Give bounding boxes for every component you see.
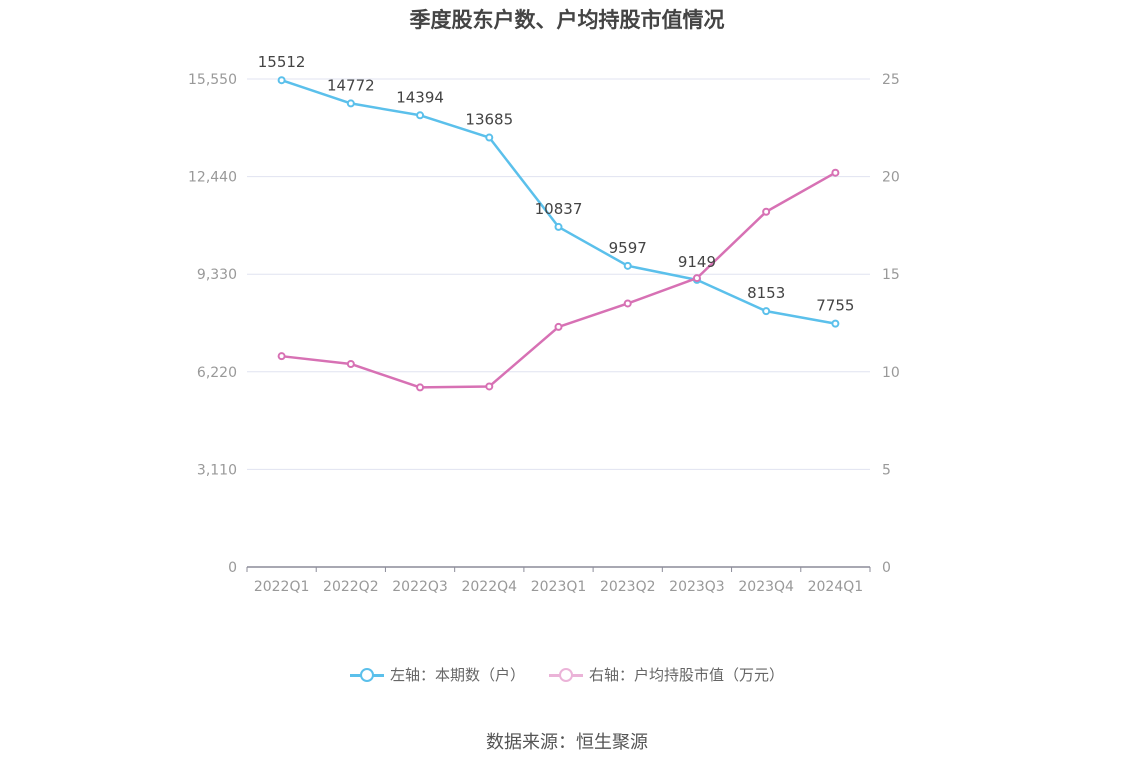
- data-label: 14772: [327, 76, 375, 94]
- y-right-tick-label: 25: [882, 72, 900, 88]
- y-left-tick-label: 0: [228, 560, 237, 576]
- data-label: 15512: [258, 53, 306, 71]
- data-point-right: [692, 274, 701, 283]
- legend-marker-circle-icon: [349, 665, 384, 685]
- data-point-left: [762, 307, 771, 316]
- data-point-left: [346, 99, 355, 108]
- data-label: 9149: [678, 253, 716, 271]
- data-label: 13685: [465, 111, 513, 129]
- data-point-right: [831, 168, 840, 177]
- x-tick-label: 2023Q3: [669, 579, 725, 595]
- y-right-tick-label: 0: [882, 560, 891, 576]
- data-point-left: [831, 319, 840, 328]
- x-tick-label: 2022Q1: [254, 579, 310, 595]
- data-point-right: [623, 299, 632, 308]
- data-point-right: [416, 383, 425, 392]
- grid-lines: [247, 78, 870, 470]
- data-point-left: [485, 133, 494, 142]
- x-tick-label: 2022Q4: [461, 579, 517, 595]
- data-point-left: [554, 222, 563, 231]
- x-tick-label: 2022Q2: [323, 579, 379, 595]
- y-right-tick-label: 5: [882, 462, 891, 478]
- y-left-tick-label: 6,220: [197, 365, 237, 381]
- y-right-tick-label: 15: [882, 267, 900, 283]
- source-note: 数据来源：恒生聚源: [486, 732, 648, 753]
- axes: 0 0 3,110 5 6,220 10 9,330 15 12,440 20 15,550 25 20…: [188, 72, 900, 595]
- data-labels: 15512 14772 14394 13685 10837 9597 9149 8153 775…: [258, 53, 855, 314]
- data-point-right: [762, 207, 771, 216]
- legend-marker-circle-icon: [549, 665, 583, 685]
- data-point-right: [346, 359, 355, 368]
- y-right-tick-label: 20: [882, 170, 900, 186]
- y-left-tick-label: 9,330: [197, 267, 237, 283]
- chart-title: 季度股东户数、户均持股市值情况: [409, 8, 725, 32]
- data-label: 10837: [535, 200, 583, 218]
- x-tick-label: 2024Q1: [808, 579, 864, 595]
- data-point-left: [277, 76, 286, 85]
- data-point-right: [485, 382, 494, 391]
- legend-label: 右轴：户均持股市值（万元）: [589, 666, 785, 684]
- series: [277, 76, 840, 392]
- data-label: 9597: [609, 239, 647, 257]
- x-tick-label: 2022Q3: [392, 579, 448, 595]
- data-label: 14394: [396, 88, 444, 106]
- legend: 左轴：本期数（户） 右轴：户均持股市值（万元）: [0, 664, 1134, 685]
- data-point-right: [554, 322, 563, 331]
- y-left-tick-label: 12,440: [188, 170, 237, 186]
- legend-label: 左轴：本期数（户）: [389, 666, 525, 684]
- legend-item-left-axis[interactable]: 左轴：本期数（户）: [349, 664, 525, 685]
- x-tick-label: 2023Q2: [600, 579, 656, 595]
- y-right-tick-label: 10: [882, 365, 900, 381]
- data-point-left: [623, 261, 632, 270]
- legend-item-right-axis[interactable]: 右轴：户均持股市值（万元）: [549, 664, 784, 685]
- x-tick-label: 2023Q1: [531, 579, 587, 595]
- y-left-tick-label: 15,550: [188, 72, 237, 88]
- data-label: 8153: [747, 284, 785, 302]
- data-label: 7755: [816, 297, 854, 315]
- data-point-right: [277, 352, 286, 361]
- data-point-left: [416, 111, 425, 120]
- x-tick-label: 2023Q4: [738, 579, 794, 595]
- y-left-tick-label: 3,110: [197, 462, 237, 478]
